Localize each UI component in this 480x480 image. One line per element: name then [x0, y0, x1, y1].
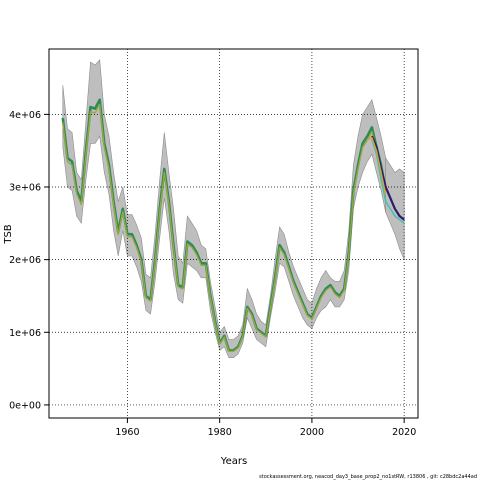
footnote-text: stockassessment.org, neacod_day3_base_pr…: [259, 474, 477, 480]
x-tick-label: 2000: [300, 427, 324, 438]
plot-frame: [48, 48, 419, 419]
retro-line: [370, 135, 405, 221]
x-tick-label: 1960: [115, 427, 139, 438]
x-axis-title: Years: [220, 456, 247, 467]
series-line-layer: [61, 98, 405, 352]
retro-line: [371, 139, 405, 224]
x-tick-label: 2020: [392, 427, 416, 438]
y-tick-label: 3e+06: [9, 183, 41, 194]
tick-layer: 1960 1980 2000 2020 0e+00 1e+06 2e+06 3e+06 4e+0…: [9, 110, 416, 438]
y-tick-label: 4e+06: [9, 110, 41, 121]
y-tick-label: 2e+06: [9, 255, 41, 266]
x-tick-label: 1980: [208, 427, 232, 438]
y-tick-label: 0e+00: [9, 400, 41, 411]
y-tick-label: 1e+06: [9, 328, 41, 339]
tsb-secondary-line: [62, 103, 387, 352]
y-axis-title: TSB: [3, 224, 14, 244]
retro-line: [366, 136, 387, 195]
